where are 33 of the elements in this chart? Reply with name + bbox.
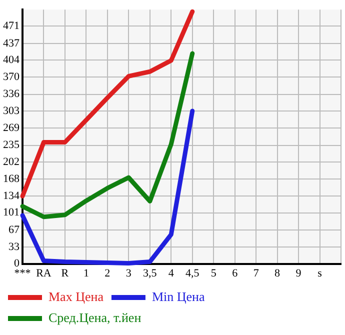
x-tick-label: RA [36, 267, 52, 280]
legend-label: Сред.Цена, т.йен [48, 310, 142, 325]
x-tick-label: *** [14, 267, 31, 280]
x-tick-label: s [318, 267, 322, 280]
x-tick-label: 8 [274, 267, 281, 280]
x-tick-label: 5 [210, 267, 217, 280]
y-tick-label: 168 [3, 172, 20, 185]
x-tick-label: 4,5 [185, 267, 200, 280]
y-tick-label: 134 [3, 190, 20, 202]
y-tick-label: 202 [3, 156, 20, 168]
y-tick-label: 269 [3, 122, 20, 134]
y-tick-label: 0 [14, 258, 20, 270]
y-tick-label: 471 [3, 20, 20, 32]
y-tick-label: 235 [3, 139, 20, 152]
y-tick-label: 303 [3, 104, 20, 117]
y-tick-label: 404 [3, 54, 20, 66]
x-tick-label: 6 [232, 267, 238, 280]
x-tick-label: 1 [83, 267, 89, 280]
legend-label: Min Цена [152, 288, 205, 304]
x-tick-label: 9 [296, 267, 302, 280]
y-tick-label: 336 [3, 88, 20, 100]
x-tick-label: 7 [253, 267, 260, 280]
x-tick-label: R [61, 267, 70, 280]
y-tick-label: 437 [3, 37, 20, 50]
x-tick-label: 3,5 [143, 267, 158, 280]
x-tick-label: 3 [126, 267, 132, 280]
y-tick-label: 67 [8, 224, 20, 236]
y-tick-label: 101 [3, 206, 20, 219]
x-tick-label: 4 [168, 267, 174, 280]
y-tick-label: 370 [3, 71, 20, 84]
y-tick-label: 33 [8, 241, 20, 254]
legend-label: Max Цена [48, 288, 104, 304]
x-tick-label: 2 [104, 267, 110, 280]
